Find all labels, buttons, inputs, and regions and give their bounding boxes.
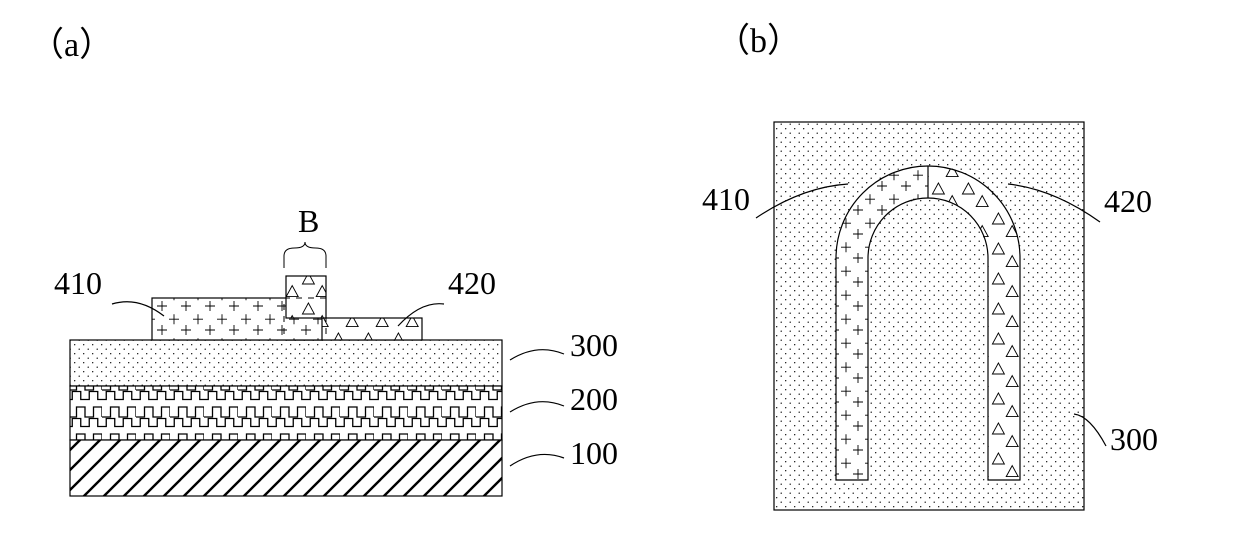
panel-b: 410 420 300 — [702, 122, 1158, 510]
label-b-420: 420 — [1104, 183, 1152, 219]
label-B: B — [298, 203, 319, 239]
panel-a-label: （a） — [30, 26, 113, 64]
panel-b-label: （b） — [716, 22, 801, 60]
label-a-100: 100 — [570, 435, 618, 471]
label-a-300: 300 — [570, 327, 618, 363]
label-b-300: 300 — [1110, 421, 1158, 457]
label-b-410: 410 — [702, 181, 750, 217]
panel-a: B 410 420 300 200 100 — [54, 203, 618, 496]
label-a-410: 410 — [54, 265, 102, 301]
label-a-420: 420 — [448, 265, 496, 301]
label-a-200: 200 — [570, 381, 618, 417]
